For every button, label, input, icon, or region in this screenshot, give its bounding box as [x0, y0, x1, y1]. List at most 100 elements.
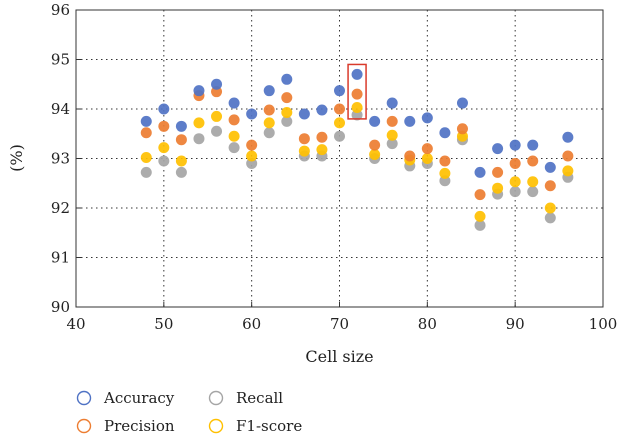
precision-point — [175, 134, 187, 146]
precision-point — [421, 143, 433, 155]
legend-item-f1-score: F1-score — [208, 417, 302, 435]
f1-score-point — [351, 102, 363, 114]
y-tick-label: 91 — [51, 249, 70, 267]
legend-label: Accuracy — [103, 389, 175, 407]
precision-point — [140, 127, 152, 139]
accuracy-point — [228, 97, 240, 109]
recall-point — [386, 138, 398, 150]
recall-point — [140, 166, 152, 178]
y-tick-label: 96 — [51, 1, 70, 19]
f1-score-point — [544, 202, 556, 214]
accuracy-point — [316, 104, 328, 116]
y-tick-label: 92 — [51, 199, 70, 217]
accuracy-point — [474, 166, 486, 178]
legend-label: Recall — [236, 389, 283, 407]
recall-point — [334, 130, 345, 142]
accuracy-point — [334, 85, 345, 97]
accuracy-legend-marker — [76, 390, 92, 406]
f1-score-point — [334, 117, 345, 129]
accuracy-point — [211, 78, 223, 90]
precision-point — [492, 166, 504, 178]
precision-point — [281, 92, 293, 104]
precision-point — [404, 150, 416, 162]
accuracy-point — [281, 73, 293, 85]
f1-score-legend-marker — [208, 418, 224, 434]
precision-point — [456, 123, 468, 135]
accuracy-point — [140, 115, 152, 127]
accuracy-point — [175, 120, 187, 132]
x-tick-label: 40 — [66, 315, 85, 333]
grid-lines — [76, 10, 603, 307]
recall-point — [228, 142, 240, 154]
f1-score-point — [298, 145, 310, 157]
accuracy-point — [421, 112, 433, 124]
f1-score-point — [474, 210, 486, 222]
legend-item-accuracy: Accuracy — [76, 389, 175, 407]
y-axis-label: (%) — [7, 144, 26, 172]
recall-point — [281, 115, 293, 127]
recall-point — [263, 127, 275, 139]
f1-score-point — [369, 149, 381, 161]
f1-score-point — [562, 165, 574, 177]
x-tick-label: 80 — [418, 315, 437, 333]
x-tick-label: 60 — [242, 315, 261, 333]
precision-point — [351, 88, 363, 100]
f1-score-point — [421, 153, 433, 164]
f1-score-point — [140, 152, 152, 164]
accuracy-point — [246, 108, 258, 120]
accuracy-point — [351, 68, 363, 80]
precision-point — [509, 157, 521, 169]
y-tick-label: 90 — [51, 298, 70, 316]
data-points — [140, 68, 574, 231]
accuracy-point — [158, 103, 170, 115]
f1-score-point — [228, 130, 240, 142]
accuracy-point — [527, 139, 539, 151]
recall-legend-marker — [208, 390, 224, 406]
recall-point — [211, 125, 223, 137]
precision-point — [386, 115, 398, 127]
x-axis-label: Cell size — [305, 347, 373, 366]
f1-score-point — [439, 167, 451, 179]
accuracy-point — [439, 127, 451, 139]
f1-score-point — [281, 106, 293, 118]
recall-point — [527, 186, 539, 198]
y-tick-label: 95 — [51, 51, 70, 69]
f1-score-point — [492, 182, 504, 194]
f1-score-point — [175, 155, 187, 167]
precision-point — [562, 150, 574, 162]
f1-score-point — [211, 110, 223, 122]
x-tick-label: 90 — [506, 315, 525, 333]
precision-point — [246, 139, 258, 151]
accuracy-point — [492, 143, 504, 155]
precision-point — [439, 155, 451, 167]
precision-point — [544, 180, 556, 192]
precision-point — [316, 131, 328, 143]
precision-point — [228, 114, 240, 126]
accuracy-point — [369, 115, 381, 127]
axis-ticks: 90 91 92 93 94 95 96 40 50 60 70 80 90 100 — [51, 1, 617, 333]
precision-point — [263, 104, 275, 116]
recall-point — [175, 166, 187, 178]
recall-point — [158, 155, 170, 167]
accuracy-point — [404, 115, 416, 127]
precision-point — [298, 133, 310, 145]
plot-frame — [75, 9, 604, 308]
precision-legend-marker — [76, 418, 92, 434]
x-tick-label: 70 — [330, 315, 349, 333]
legend-label: F1-score — [236, 417, 302, 435]
legend-label: Precision — [104, 417, 175, 435]
accuracy-point — [263, 85, 275, 97]
accuracy-point — [193, 85, 205, 97]
f1-score-point — [158, 142, 170, 154]
precision-point — [334, 103, 345, 115]
accuracy-point — [544, 161, 556, 173]
accuracy-point — [456, 97, 468, 109]
recall-point — [509, 186, 521, 198]
f1-score-point — [527, 176, 539, 188]
accuracy-point — [386, 97, 398, 109]
f1-score-point — [316, 144, 328, 156]
x-tick-label: 50 — [154, 315, 173, 333]
precision-point — [474, 189, 486, 201]
accuracy-point — [298, 108, 310, 120]
